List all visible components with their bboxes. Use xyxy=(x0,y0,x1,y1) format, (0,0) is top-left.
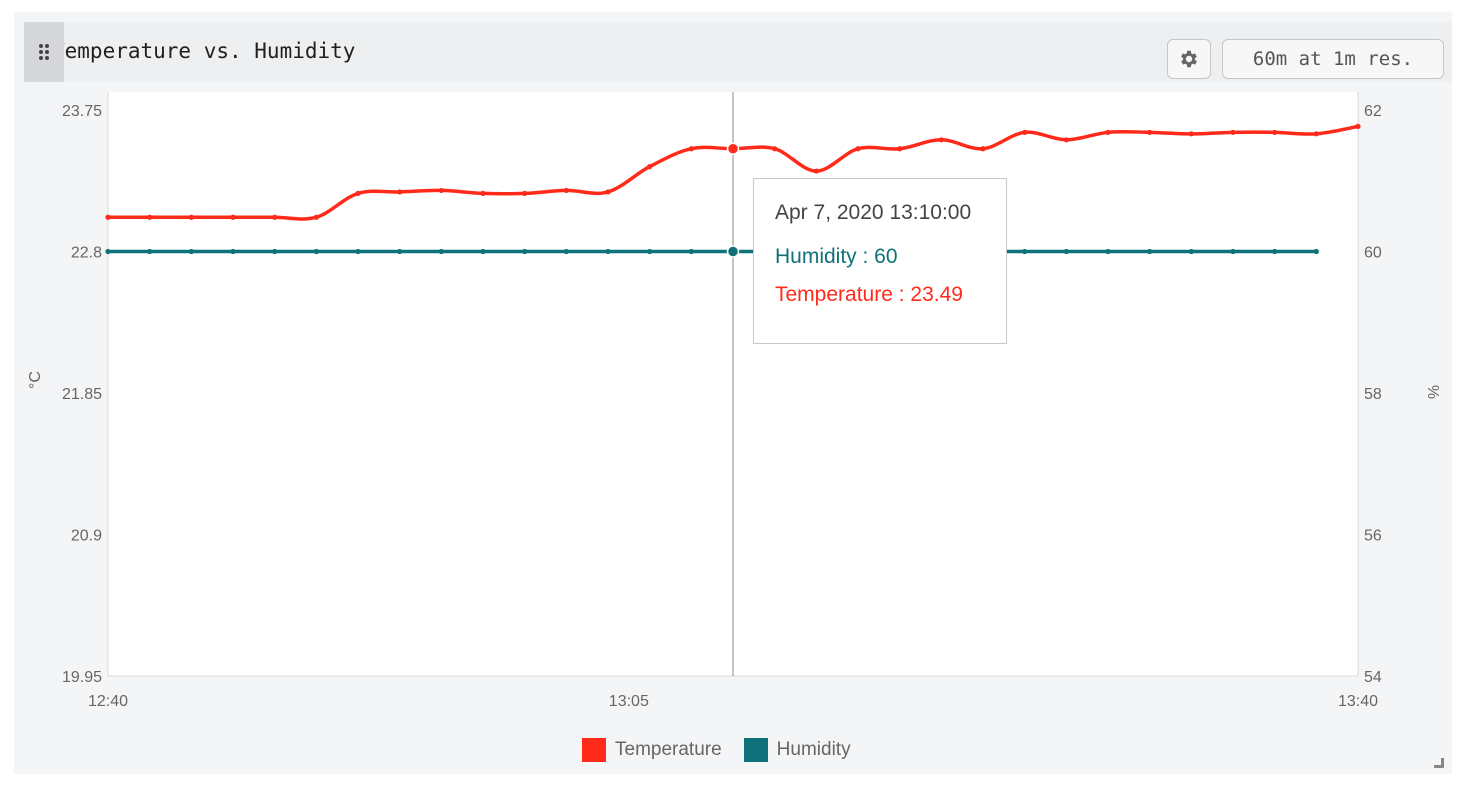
temperature-point[interactable] xyxy=(147,214,153,220)
settings-button[interactable] xyxy=(1167,39,1211,79)
humidity-point[interactable] xyxy=(1022,248,1028,255)
temperature-point[interactable] xyxy=(563,187,569,194)
temperature-point[interactable] xyxy=(855,146,861,152)
humidity-point[interactable] xyxy=(688,248,694,255)
temperature-point[interactable] xyxy=(605,189,611,195)
temperature-point[interactable] xyxy=(522,190,528,197)
humidity-point[interactable] xyxy=(563,248,569,255)
temperature-point[interactable] xyxy=(1188,131,1194,137)
temperature-point[interactable] xyxy=(1063,137,1069,143)
legend: Temperature Humidity xyxy=(582,737,873,763)
humidity-point[interactable] xyxy=(147,248,153,255)
humidity-point[interactable] xyxy=(1105,248,1111,255)
temperature-point[interactable] xyxy=(272,214,278,220)
humidity-point[interactable] xyxy=(355,248,361,255)
humidity-point[interactable] xyxy=(647,248,653,255)
temperature-point[interactable] xyxy=(355,190,361,197)
y-left-axis-title: °C xyxy=(27,371,44,389)
temperature-point[interactable] xyxy=(1147,129,1153,135)
gear-icon xyxy=(1181,50,1197,68)
y-left-tick-label: 22.8 xyxy=(71,245,102,262)
humidity-point[interactable] xyxy=(726,245,740,258)
legend-label-humidity: Humidity xyxy=(776,739,851,760)
humidity-point[interactable] xyxy=(397,248,403,255)
humidity-point[interactable] xyxy=(1272,248,1278,255)
humidity-point[interactable] xyxy=(272,248,278,255)
temperature-point[interactable] xyxy=(230,214,236,220)
temperature-point[interactable] xyxy=(688,146,694,152)
tooltip-humidity: Humidity : 60 xyxy=(775,245,898,268)
humidity-point[interactable] xyxy=(522,248,528,255)
y-right-axis-title: % xyxy=(1424,385,1441,399)
humidity-point[interactable] xyxy=(1230,248,1236,255)
legend-swatch-humidity xyxy=(743,738,768,762)
tooltip: Apr 7, 2020 13:10:00 Humidity : 60 Tempe… xyxy=(753,178,1007,344)
y-right-tick-label: 60 xyxy=(1364,245,1382,262)
temperature-point[interactable] xyxy=(188,214,194,220)
temperature-point[interactable] xyxy=(313,214,319,220)
humidity-point[interactable] xyxy=(313,248,319,255)
y-left-tick-label: 19.95 xyxy=(62,669,102,686)
humidity-point[interactable] xyxy=(480,248,486,255)
humidity-point[interactable] xyxy=(105,248,111,255)
humidity-point[interactable] xyxy=(438,248,444,255)
temperature-point[interactable] xyxy=(938,137,944,143)
panel-title: Temperature vs. Humidity xyxy=(64,39,356,63)
y-right-tick-label: 56 xyxy=(1364,528,1382,545)
temperature-point[interactable] xyxy=(897,146,903,152)
temperature-point[interactable] xyxy=(1230,129,1236,135)
resize-corner-icon[interactable] xyxy=(1434,758,1444,768)
legend-item-temperature[interactable]: Temperature xyxy=(582,738,722,762)
temperature-point[interactable] xyxy=(813,168,819,174)
temperature-point[interactable] xyxy=(480,190,486,197)
y-left-tick-label: 21.85 xyxy=(62,386,102,403)
temperature-point[interactable] xyxy=(980,146,986,152)
y-left-tick-label: 23.75 xyxy=(62,103,102,120)
humidity-point[interactable] xyxy=(230,248,236,255)
temperature-point[interactable] xyxy=(1105,129,1111,135)
temperature-point[interactable] xyxy=(772,146,778,152)
temperature-point[interactable] xyxy=(647,164,653,170)
humidity-point[interactable] xyxy=(605,248,611,255)
y-right-tick-label: 58 xyxy=(1364,386,1382,403)
y-right-tick-label: 62 xyxy=(1364,103,1382,120)
panel-header: Temperature vs. Humidity 60m at 1m res. xyxy=(24,22,1452,82)
temperature-point[interactable] xyxy=(1272,129,1278,135)
humidity-point[interactable] xyxy=(1313,248,1319,255)
tooltip-time: Apr 7, 2020 13:10:00 xyxy=(775,201,972,224)
time-range-button[interactable]: 60m at 1m res. xyxy=(1222,39,1444,79)
humidity-point[interactable] xyxy=(1063,248,1069,255)
temperature-point[interactable] xyxy=(726,142,740,155)
x-tick-label: 12:40 xyxy=(88,693,128,710)
legend-swatch-temperature xyxy=(582,738,606,762)
temperature-point[interactable] xyxy=(397,189,403,195)
humidity-point[interactable] xyxy=(188,248,194,255)
y-right-tick-label: 54 xyxy=(1364,669,1382,686)
temperature-point[interactable] xyxy=(438,187,444,194)
humidity-point[interactable] xyxy=(1147,248,1153,255)
temperature-point[interactable] xyxy=(1355,123,1361,129)
legend-item-humidity[interactable]: Humidity xyxy=(743,738,851,762)
legend-label-temperature: Temperature xyxy=(615,739,722,760)
x-tick-label: 13:05 xyxy=(609,693,649,710)
temperature-point[interactable] xyxy=(1022,129,1028,135)
temperature-point[interactable] xyxy=(1313,131,1319,137)
title-clip: Temperature vs. Humidity xyxy=(64,22,1144,82)
humidity-point[interactable] xyxy=(1188,248,1194,255)
tooltip-temperature: Temperature : 23.49 xyxy=(775,283,963,306)
y-left-tick-label: 20.9 xyxy=(71,528,102,545)
drag-handle-icon[interactable] xyxy=(24,22,64,82)
temperature-point[interactable] xyxy=(105,214,111,220)
x-tick-label: 13:40 xyxy=(1338,693,1378,710)
